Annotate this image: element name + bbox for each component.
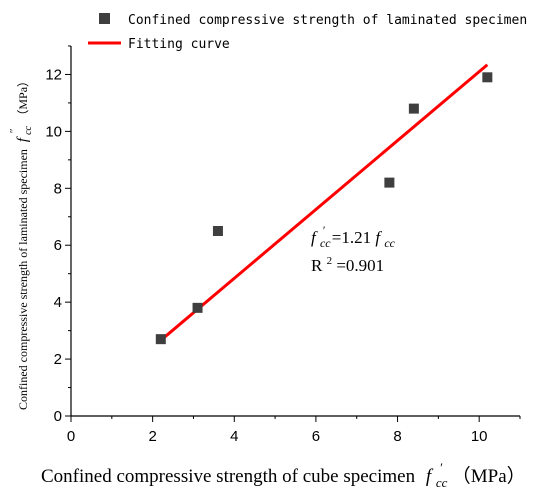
y-tick-label: 0 xyxy=(54,408,62,425)
legend-label-laminated: Confined compressive strength of laminat… xyxy=(128,13,527,28)
legend-marker-laminated xyxy=(99,13,110,24)
scatter-point xyxy=(192,302,203,313)
y-tick-label: 2 xyxy=(54,351,62,368)
r2-sup: 2 xyxy=(327,255,333,267)
y-tick-label: 8 xyxy=(54,180,62,197)
scatter-point xyxy=(482,72,493,83)
scatter-point xyxy=(155,334,166,345)
r-squared: R 2 =0.901 xyxy=(311,249,384,275)
y-tick-label: 10 xyxy=(45,123,62,140)
fitting-curve-layer xyxy=(159,63,489,342)
y-axis-title-unit: （MPa） xyxy=(16,75,30,122)
regression-equation: f cc ′ =1.21 f cc xyxy=(311,219,396,251)
eq-coefficient: =1.21 xyxy=(332,228,371,247)
legend-label-fitting: Fitting curve xyxy=(128,37,230,52)
legend: Confined compressive strength of laminat… xyxy=(88,13,527,52)
scatter-point xyxy=(408,103,419,114)
y-axis-title: Confined compressive strength of laminat… xyxy=(6,75,34,410)
x-axis-title-main: Confined compressive strength of cube sp… xyxy=(41,466,416,487)
y-tick-label: 6 xyxy=(54,237,62,254)
eq-sub-2: cc xyxy=(384,236,395,250)
x-axis-title-unit: （MPa） xyxy=(452,465,526,487)
x-axis-title-sub: cc xyxy=(436,475,448,490)
eq-symbol-f1: f xyxy=(311,228,318,247)
x-tick-label: 10 xyxy=(471,428,488,445)
x-axis-ticks: 0 2 4 6 8 10 xyxy=(67,416,521,445)
x-tick-label: 6 xyxy=(312,428,320,445)
y-axis-title-main: Confined compressive strength of laminat… xyxy=(16,149,30,410)
x-tick-label: 8 xyxy=(393,428,401,445)
eq-sup-1: ′ xyxy=(323,223,326,237)
axes-frame xyxy=(70,46,520,417)
r2-value: =0.901 xyxy=(336,256,384,275)
x-tick-label: 0 xyxy=(67,428,75,445)
fitting-curve xyxy=(159,63,489,342)
eq-symbol-f2: f xyxy=(375,228,382,247)
r2-prefix: R xyxy=(311,256,323,275)
x-tick-label: 2 xyxy=(148,428,156,445)
scatter-point xyxy=(384,177,395,188)
x-axis-title: Confined compressive strength of cube sp… xyxy=(41,456,526,492)
x-axis-title-symbol: f xyxy=(426,466,434,487)
x-axis-title-sup: ′ xyxy=(440,460,443,475)
scatter-point xyxy=(212,226,223,236)
x-tick-label: 4 xyxy=(230,428,238,445)
y-axis-ticks: 0 2 4 6 8 10 12 xyxy=(45,45,71,425)
scatter-points-layer xyxy=(155,72,493,345)
y-tick-label: 12 xyxy=(45,66,62,83)
y-axis-title-sup: ′′ xyxy=(9,129,20,133)
y-tick-label: 4 xyxy=(54,294,62,311)
y-axis-title-symbol: f xyxy=(15,136,31,142)
y-axis-title-sub: cc xyxy=(23,125,34,134)
eq-sub-1: cc xyxy=(320,236,331,250)
